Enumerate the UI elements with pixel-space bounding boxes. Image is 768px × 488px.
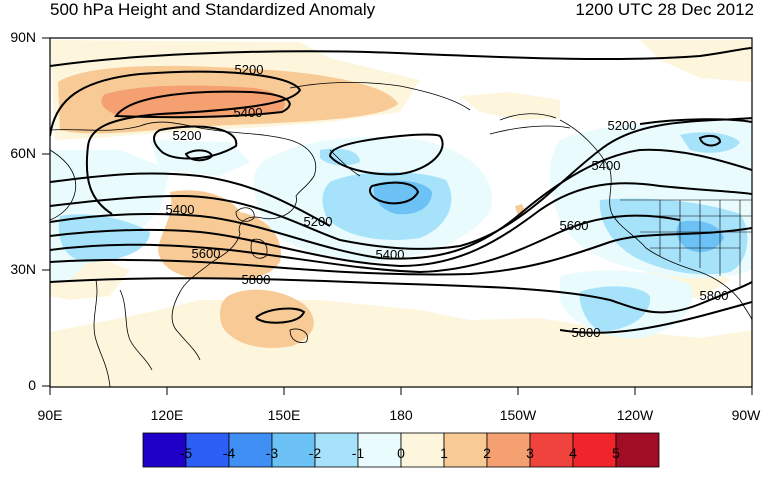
colorbar-tick-label: -2 [308, 445, 322, 461]
lat-label-90n: 90N [10, 29, 36, 45]
colorbar [142, 432, 660, 468]
contour-label-5400: 5400 [376, 247, 405, 262]
lon-label-90w: 90W [731, 407, 761, 423]
lon-label-150w: 150W [499, 407, 537, 423]
lon-label-90e: 90E [37, 407, 63, 423]
contour-label-5200: 5200 [304, 214, 333, 229]
contour-labels: 5200 5400 5200 5400 5200 5400 5600 5800 … [166, 62, 729, 340]
contour-label-5200: 5200 [235, 62, 264, 77]
state-boundaries [620, 199, 752, 286]
colorbar-swatch [185, 432, 230, 468]
colorbar-swatch [271, 432, 316, 468]
contour-label-5800: 5800 [572, 325, 601, 340]
contour-label-5600: 5600 [560, 218, 589, 233]
coastlines [50, 82, 752, 387]
map-datetime: 1200 UTC 28 Dec 2012 [575, 0, 754, 19]
colorbar-swatch [443, 432, 488, 468]
contour-label-5400: 5400 [592, 158, 621, 173]
colorbar-tick-label: -1 [351, 445, 365, 461]
contour-label-5400: 5400 [234, 105, 263, 120]
lat-label-0: 0 [28, 377, 36, 393]
colorbar-swatch [572, 432, 617, 468]
lat-label-30n: 30N [10, 261, 36, 277]
strong-positive-shading [101, 85, 285, 118]
colorbar-tick-label: 5 [612, 445, 620, 461]
contour-label-5200: 5200 [173, 128, 202, 143]
colorbar-tick-label: -3 [265, 445, 279, 461]
colorbar-tick-label: 1 [440, 445, 448, 461]
colorbar-tick-label: 2 [483, 445, 491, 461]
colorbar-swatch [615, 432, 660, 468]
colorbar-tick-label: -5 [179, 445, 193, 461]
colorbar-tick-label: 4 [569, 445, 577, 461]
lon-label-120w: 120W [616, 407, 654, 423]
contour-label-5400: 5400 [166, 202, 195, 217]
map-title: 500 hPa Height and Standardized Anomaly [50, 0, 376, 19]
colorbar-tick-label: -4 [222, 445, 236, 461]
lat-label-60n: 60N [10, 145, 36, 161]
lon-label-180: 180 [389, 407, 413, 423]
colorbar-tick-label: 3 [526, 445, 534, 461]
colorbar-swatch [400, 432, 445, 468]
map-plot-area: 5200 5400 5200 5400 5200 5400 5600 5800 … [50, 38, 752, 387]
axis-ticks [42, 37, 753, 395]
lon-label-150e: 150E [267, 407, 301, 423]
contour-label-5200: 5200 [608, 118, 637, 133]
colorbar-swatch [486, 432, 531, 468]
lon-label-120e: 120E [150, 407, 184, 423]
contour-label-5800: 5800 [242, 272, 271, 287]
contour-label-5600: 5600 [192, 246, 221, 261]
height-contours [50, 47, 752, 334]
colorbar-tick-label: 0 [397, 445, 405, 461]
colorbar-swatch [314, 432, 359, 468]
contour-label-5800: 5800 [700, 288, 729, 303]
colorbar-swatch [529, 432, 574, 468]
